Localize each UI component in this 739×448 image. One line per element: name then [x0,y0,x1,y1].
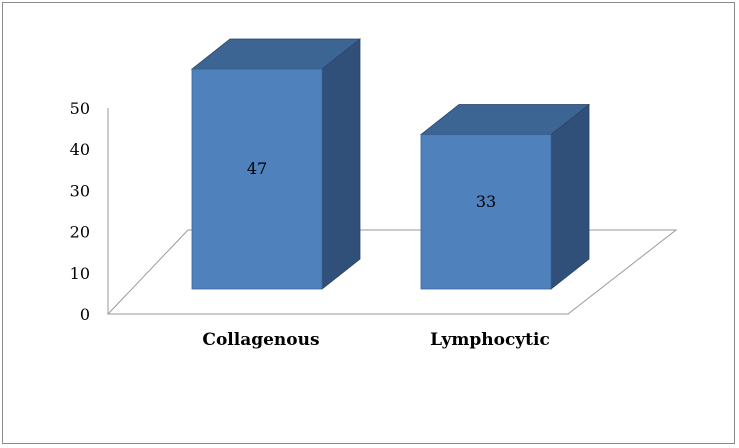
bar-collagenous [190,38,362,290]
axis-group [106,108,678,315]
y-tick-label: 20 [70,223,90,242]
y-tick-label: 30 [70,181,90,200]
bar-side-face [321,38,361,290]
y-tick-label: 0 [80,305,90,324]
bar-side-face [550,103,590,290]
data-label: 47 [247,159,267,178]
x-category-label: Lymphocytic [430,330,550,350]
y-tick-label: 10 [70,264,90,283]
bar-lymphocytic [419,103,591,290]
y-tick-label: 40 [70,140,90,159]
chart-frame [2,2,735,444]
y-tick-label: 50 [70,99,90,118]
bars-group [190,38,591,290]
data-label: 33 [476,192,496,211]
floor-outline [106,229,678,315]
labels-group: 0 10 20 30 40 50 47 Collagenous 33 Lymphocytic [70,99,550,350]
x-category-label: Collagenous [202,330,319,350]
bar-front-face [191,68,323,290]
bar-front-face [420,134,552,290]
